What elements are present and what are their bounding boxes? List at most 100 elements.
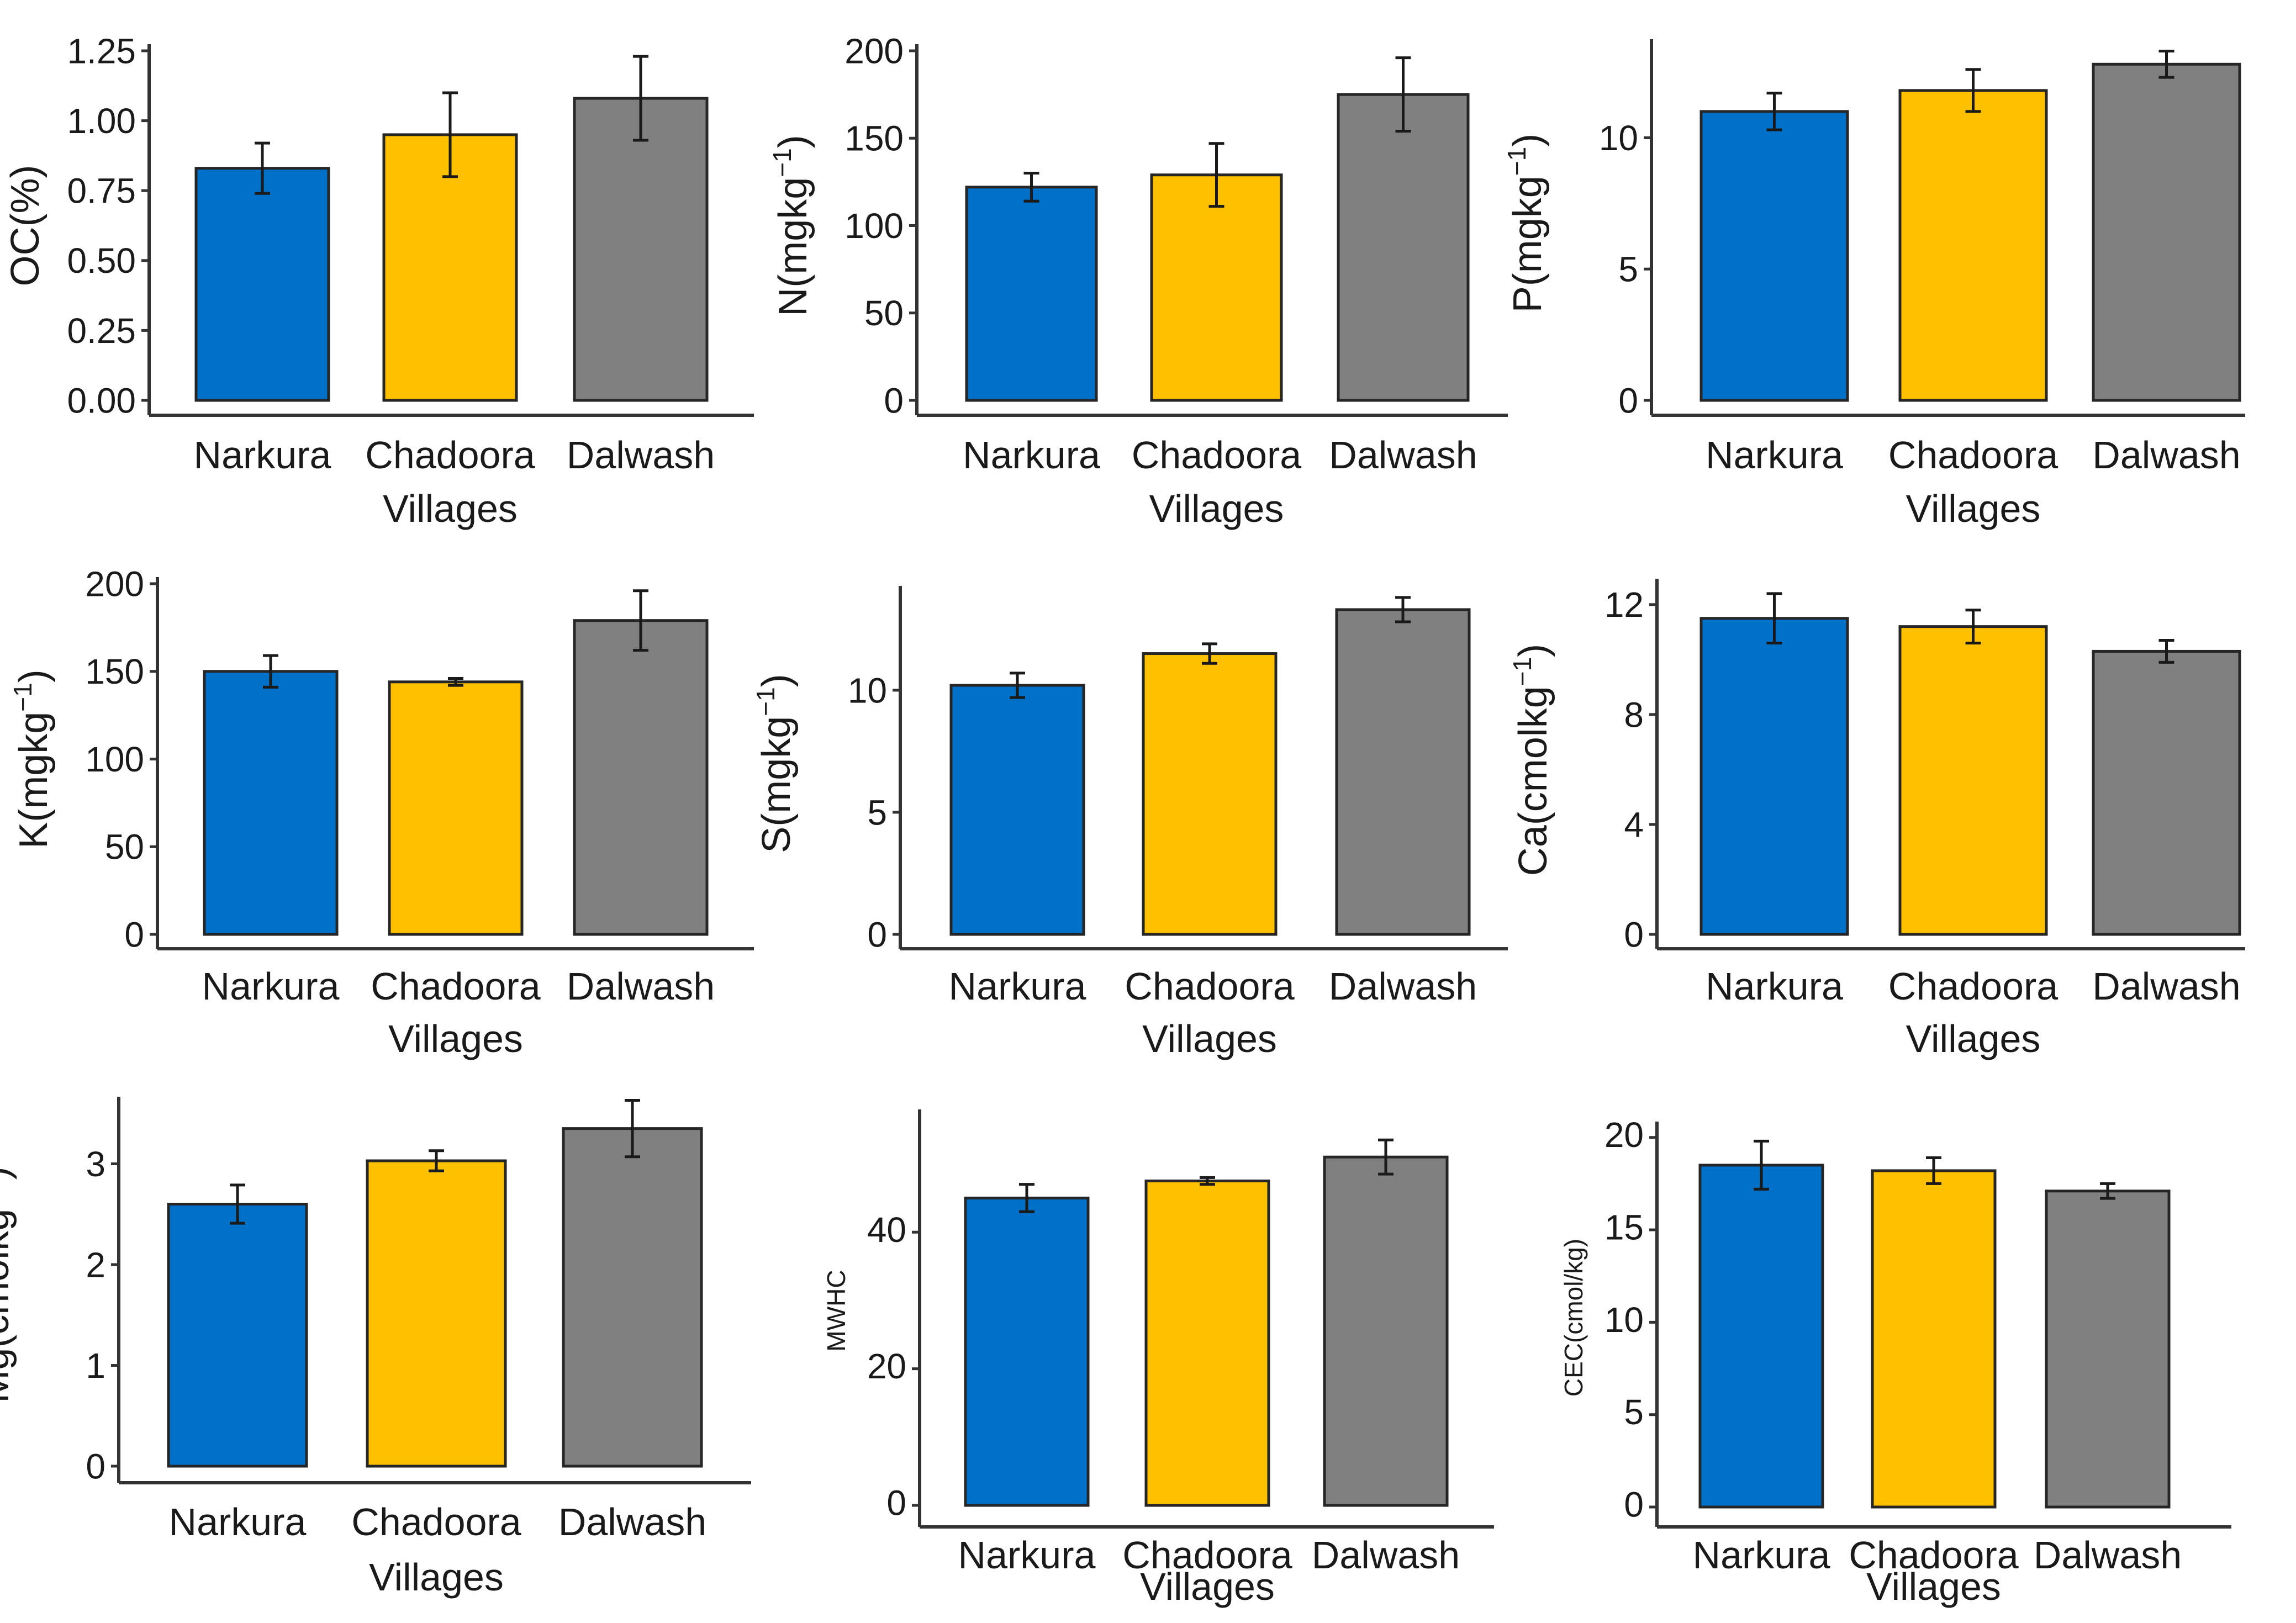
y-tick-label: 20 <box>1604 1115 1644 1155</box>
x-tick-label-dalwash: Dalwash <box>2092 433 2240 477</box>
y-tick-label: 50 <box>864 293 904 333</box>
x-tick-label-chadoora: Chadoora <box>1888 433 2059 477</box>
x-axis-title: Villages <box>383 487 518 530</box>
y-tick-label: 15 <box>1604 1208 1644 1247</box>
x-tick-label-narkura: Narkura <box>958 1534 1096 1577</box>
bar-dalwash <box>2045 1190 2171 1509</box>
x-axis-title: Villages <box>388 1017 523 1060</box>
y-axis-title: S(mgkg−1) <box>751 674 799 853</box>
y-tick-label: 10 <box>1604 1300 1644 1340</box>
y-tick-label: 5 <box>1624 1392 1644 1432</box>
x-tick-label-dalwash: Dalwash <box>2034 1534 2182 1577</box>
y-tick-label: 0.25 <box>67 311 136 351</box>
x-tick-label-narkura: Narkura <box>202 965 340 1008</box>
x-axis-title: Villages <box>1906 487 2041 530</box>
x-axis-title: Villages <box>1149 487 1284 530</box>
y-tick-label: 0 <box>867 914 887 954</box>
chart-n: 0 50 100 150 200 Narkura Chadoora Dalwash Villag… <box>768 31 1508 530</box>
y-tick-label: 100 <box>844 206 904 246</box>
y-tick-label: 2 <box>86 1245 105 1284</box>
y-tick-label: 0 <box>1624 914 1644 954</box>
y-tick-label: 200 <box>844 31 904 71</box>
y-axis-title: P(mgkg−1) <box>1502 134 1550 313</box>
bar-narkura <box>1699 110 1849 402</box>
y-tick-label: 200 <box>85 564 144 604</box>
bar-chadoora <box>366 1159 507 1468</box>
x-tick-label-dalwash: Dalwash <box>558 1500 706 1543</box>
x-tick-label-narkura: Narkura <box>963 433 1100 477</box>
y-tick-label: 1.00 <box>67 101 136 141</box>
x-tick-label-narkura: Narkura <box>1693 1534 1830 1577</box>
y-axis-title: Mg(cmolkg−1) <box>0 1166 17 1403</box>
y-tick-label: 10 <box>1599 118 1638 158</box>
x-tick-label-narkura: Narkura <box>1706 433 1843 477</box>
x-tick-label-dalwash: Dalwash <box>567 965 715 1008</box>
x-tick-label-narkura: Narkura <box>169 1500 307 1543</box>
chart-oc: 0.00 0.25 0.50 0.75 1.00 1.25 Narkura Chadoora D… <box>3 31 754 530</box>
x-tick-label-chadoora: Chadoora <box>1849 1534 2019 1577</box>
bar-dalwash <box>1337 93 1470 402</box>
y-axis-title: MWHC <box>822 1270 851 1351</box>
x-axis-title: Villages <box>1142 1017 1277 1060</box>
x-tick-label-chadoora: Chadoora <box>1888 965 2059 1008</box>
bar-narkura <box>964 1196 1090 1507</box>
y-tick-label: 0.75 <box>67 171 136 211</box>
y-tick-label: 150 <box>844 119 904 158</box>
y-tick-label: 0 <box>1618 380 1638 420</box>
bar-narkura <box>965 186 1098 402</box>
x-axis-title: Villages <box>1140 1565 1275 1608</box>
y-tick-label: 50 <box>105 827 144 867</box>
bar-dalwash <box>573 97 709 402</box>
y-tick-label: 0.50 <box>67 241 136 281</box>
y-axis-title: Ca(cmolkg−1) <box>1508 644 1555 876</box>
bar-dalwash <box>562 1127 703 1468</box>
x-tick-label-chadoora: Chadoora <box>365 433 535 477</box>
y-tick-label: 1.25 <box>67 31 136 71</box>
y-tick-label: 150 <box>85 652 144 691</box>
x-axis-title: Villages <box>1906 1017 2041 1060</box>
x-tick-label-dalwash: Dalwash <box>2092 965 2240 1008</box>
y-tick-label: 12 <box>1604 585 1644 625</box>
bar-chadoora <box>382 133 518 402</box>
bar-narkura <box>949 684 1085 936</box>
bar-dalwash <box>1335 608 1471 936</box>
x-axis-title: Villages <box>369 1556 504 1599</box>
y-tick-label: 40 <box>867 1210 906 1250</box>
chart-mg: 0 1 2 3 Narkura Chadoora Dalwash Villages Mg(cmo… <box>0 1097 751 1599</box>
bar-chadoora <box>1898 625 2048 936</box>
bar-dalwash <box>573 619 709 936</box>
bar-chadoora <box>1142 652 1278 936</box>
chart-p: 0 5 10 Narkura Chadoora Dalwash Villages P(mgkg… <box>1502 39 2245 530</box>
y-tick-label: 0.00 <box>67 380 136 420</box>
y-axis-title: OC(%) <box>3 165 47 287</box>
y-tick-label: 10 <box>848 670 887 710</box>
x-tick-label-dalwash: Dalwash <box>1312 1534 1460 1577</box>
y-tick-label: 0 <box>1624 1485 1644 1525</box>
x-tick-label-narkura: Narkura <box>194 433 331 477</box>
chart-ca: 0 4 8 12 Narkura Chadoora Dalwash Villages Ca(cm… <box>1508 579 2245 1060</box>
x-tick-label-chadoora: Chadoora <box>371 965 541 1008</box>
chart-k: 0 50 100 150 200 Narkura Chadoora Dalwash Villag… <box>8 564 754 1060</box>
y-tick-label: 3 <box>86 1144 105 1184</box>
y-tick-label: 20 <box>867 1346 906 1386</box>
x-tick-label-narkura: Narkura <box>1706 965 1843 1008</box>
bar-narkura <box>203 670 339 936</box>
bar-chadoora <box>388 680 524 936</box>
chart-s: 0 5 10 Narkura Chadoora Dalwash Villages S(mgkg… <box>751 586 1508 1060</box>
x-axis-title: Villages <box>1866 1565 2001 1608</box>
bar-dalwash <box>1323 1155 1449 1507</box>
bar-dalwash <box>2092 649 2241 936</box>
x-tick-label-narkura: Narkura <box>949 965 1086 1008</box>
y-axis-title: N(mgkg−1) <box>768 135 815 316</box>
y-tick-label: 1 <box>86 1346 105 1386</box>
chart-cec: 0 5 10 15 20 Narkura Chadoora Dalwash Villages CE… <box>1559 1115 2231 1608</box>
y-tick-label: 8 <box>1624 695 1644 734</box>
x-tick-label-chadoora: Chadoora <box>1125 965 1295 1008</box>
y-tick-label: 0 <box>86 1446 105 1486</box>
chart-mwhc: 0 20 40 Narkura Chadoora Dalwash Villages MWHC <box>822 1109 1494 1608</box>
y-tick-label: 0 <box>886 1483 906 1523</box>
x-tick-label-chadoora: Chadoora <box>1132 433 1302 477</box>
bar-narkura <box>1698 1164 1824 1509</box>
y-tick-label: 4 <box>1624 805 1644 844</box>
bar-chadoora <box>1150 173 1283 402</box>
